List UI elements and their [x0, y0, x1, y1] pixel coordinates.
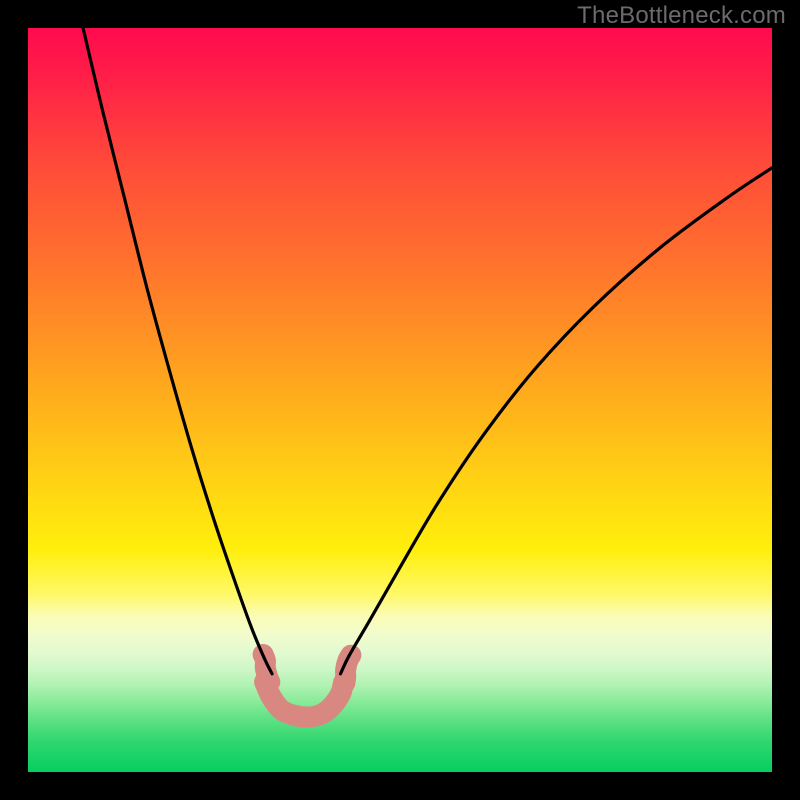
watermark-text: TheBottleneck.com	[577, 2, 786, 30]
curve-left-branch	[83, 28, 272, 674]
curve-right-branch	[340, 168, 772, 674]
bottleneck-curve-svg	[28, 28, 772, 772]
trough-highlight-mid	[265, 682, 344, 717]
